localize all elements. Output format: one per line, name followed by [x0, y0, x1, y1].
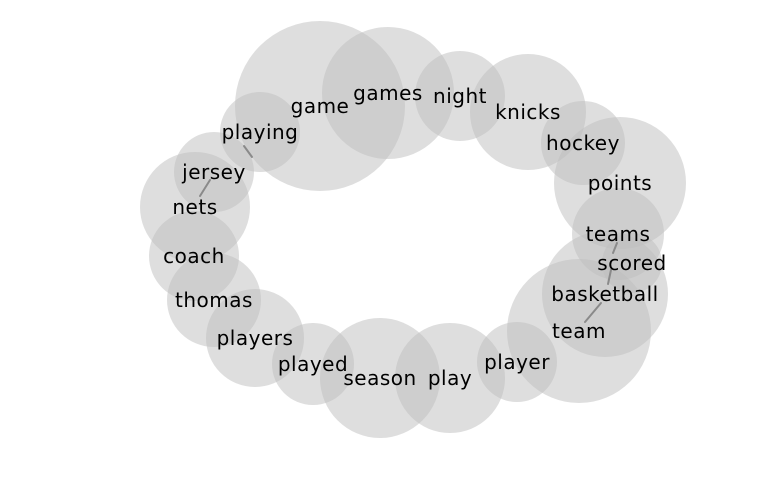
word-label-game: game: [291, 94, 350, 118]
connector-teams-scored: [612, 242, 618, 254]
word-label-coach: coach: [163, 244, 225, 268]
word-label-nets: nets: [172, 195, 217, 219]
word-label-basketball: basketball: [551, 282, 658, 306]
word-label-team: team: [552, 319, 606, 343]
word-label-hockey: hockey: [546, 131, 620, 155]
word-label-games: games: [353, 81, 423, 105]
word-label-playing: playing: [222, 120, 299, 144]
word-label-teams: teams: [586, 222, 651, 246]
bubbles-layer: [140, 21, 686, 438]
word-label-jersey: jersey: [181, 160, 246, 184]
connectors-layer: [199, 145, 618, 323]
word-label-points: points: [588, 171, 652, 195]
connector-playing-game: [243, 145, 253, 158]
bubble-playing: [220, 92, 300, 172]
word-label-player: player: [484, 350, 550, 374]
word-label-play: play: [428, 366, 472, 390]
word-label-season: season: [343, 366, 416, 390]
word-label-night: night: [433, 84, 487, 108]
word-label-players: players: [217, 326, 294, 350]
connector-scored-basketball: [607, 269, 612, 285]
word-label-scored: scored: [597, 251, 666, 275]
word-label-played: played: [278, 352, 348, 376]
connector-nets-jersey: [199, 179, 211, 197]
connector-basketball-team: [584, 302, 602, 323]
word-label-thomas: thomas: [175, 288, 253, 312]
word-label-knicks: knicks: [495, 100, 561, 124]
bubble-games: [322, 27, 454, 159]
